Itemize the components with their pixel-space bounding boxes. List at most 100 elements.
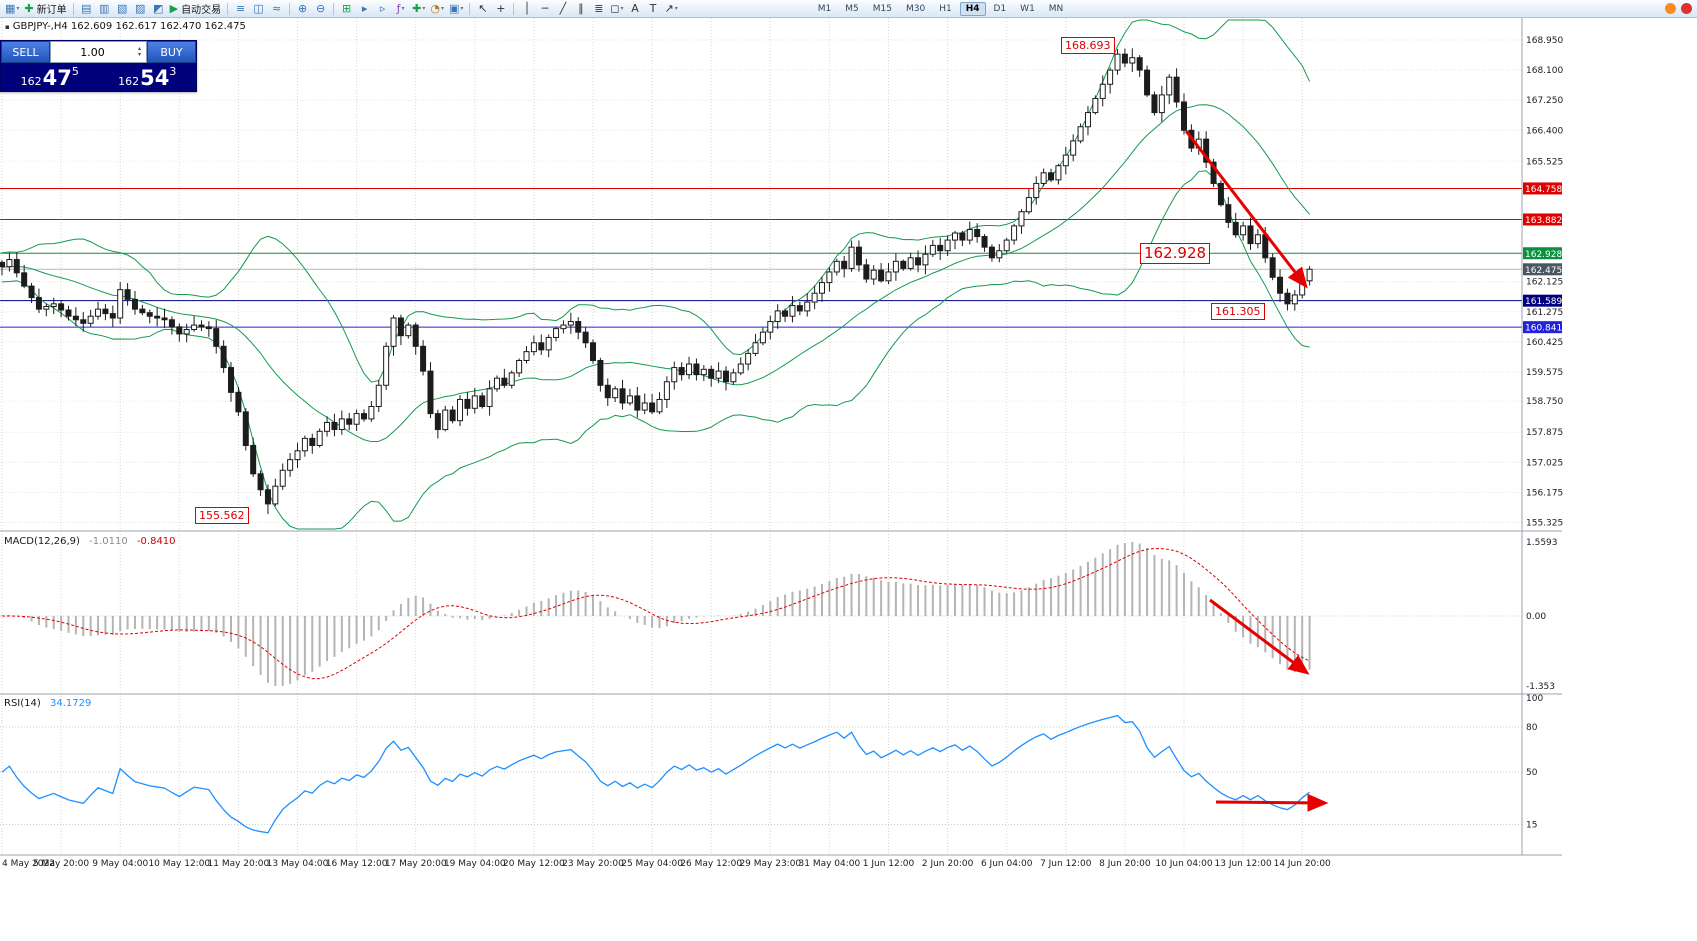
low-price-label[interactable]: 155.562 [195, 507, 249, 524]
periods-button[interactable]: ◔ ▾ [428, 1, 446, 17]
indicators-button[interactable]: ƒ ▾ [392, 1, 409, 17]
horizontal-lines [0, 187, 1522, 328]
svg-text:160.425: 160.425 [1526, 338, 1563, 348]
chevron-down-icon: ▾ [440, 5, 444, 12]
auto-scroll-icon: ▸ [361, 2, 368, 15]
svg-text:161.275: 161.275 [1526, 308, 1563, 318]
add-indicator-button[interactable]: ✚ ▾ [410, 1, 427, 17]
rsi-indicator [0, 714, 1522, 834]
alert-icon[interactable] [1681, 3, 1692, 14]
time-label: 26 May 12:00 [680, 859, 742, 869]
bollinger-lower [1, 170, 1310, 530]
community-icon[interactable] [1665, 3, 1676, 14]
market-watch-button[interactable]: ▤ [78, 1, 95, 17]
price-tag: 163.882 [1523, 213, 1562, 226]
timeframe-w1[interactable]: W1 [1020, 3, 1035, 14]
chevron-down-icon: ▾ [620, 5, 624, 12]
templates-button[interactable]: ▣ ▾ [447, 1, 465, 17]
sell-price-figure: 162 [20, 75, 42, 88]
time-label: 11 May 20:00 [208, 859, 270, 869]
timeframe-m15[interactable]: M15 [872, 3, 892, 14]
toolbar-separator [289, 2, 291, 15]
horizontal-line-button[interactable]: ─ [536, 1, 553, 17]
svg-text:50: 50 [1526, 768, 1538, 778]
terminal-button[interactable]: ▨ [132, 1, 149, 17]
price-axis[interactable]: 168.950 168.100 167.250 166.400 165.525 162.1… [1523, 36, 1563, 529]
autotrading-button[interactable]: ▶ 自动交易 [168, 1, 223, 17]
timeframe-m30[interactable]: M30 [906, 3, 926, 14]
volume-down-icon[interactable]: ▾ [137, 51, 141, 58]
rsi-axis[interactable]: 100 80 50 15 [1526, 694, 1543, 831]
trend-arrow-macd[interactable] [1209, 598, 1310, 675]
tile-windows-button[interactable]: ⊞ [338, 1, 355, 17]
label-button[interactable]: T [645, 1, 662, 17]
strategy-tester-button[interactable]: ◩ [150, 1, 167, 17]
trendline-icon: ╱ [559, 2, 567, 15]
svg-text:167.250: 167.250 [1526, 96, 1563, 106]
price-tag: 164.758 [1523, 182, 1562, 195]
timeframe-h1[interactable]: H1 [939, 3, 952, 14]
price-tag: 162.475 [1523, 263, 1562, 276]
svg-text:156.175: 156.175 [1526, 488, 1563, 498]
toolbar-separator [227, 2, 229, 15]
timeframe-mn[interactable]: MN [1048, 3, 1064, 14]
bar-chart-button[interactable]: ≡ [232, 1, 249, 17]
high-price-label[interactable]: 168.693 [1061, 37, 1115, 54]
time-label: 16 May 12:00 [326, 859, 388, 869]
fibonacci-button[interactable]: ≣ [590, 1, 607, 17]
time-label: 23 May 20:00 [562, 859, 624, 869]
svg-text:157.875: 157.875 [1526, 428, 1563, 438]
trendline-button[interactable]: ╱ [554, 1, 571, 17]
candlestick-chart-button[interactable]: ◫ [250, 1, 267, 17]
trend-arrow-rsi[interactable] [1215, 793, 1329, 812]
volume-up-icon[interactable]: ▴ [137, 45, 141, 52]
data-window-button[interactable]: ▥ [96, 1, 113, 17]
chevron-down-icon: ▾ [674, 5, 678, 12]
crosshair-button[interactable]: + [492, 1, 509, 17]
zoom-out-button[interactable]: ⊖ [312, 1, 329, 17]
svg-text:0.00: 0.00 [1526, 612, 1546, 622]
new-order-button[interactable]: ✚ 新订单 [22, 1, 68, 17]
vertical-line-button[interactable]: │ [518, 1, 535, 17]
toolbar-separator [513, 2, 515, 15]
timeframe-d1[interactable]: D1 [993, 3, 1007, 14]
chart-shift-button[interactable]: ▹ [374, 1, 391, 17]
timeframe-h4[interactable]: H4 [959, 1, 986, 16]
cursor-icon: ↖ [478, 2, 488, 15]
volume-input[interactable] [51, 44, 134, 60]
chevron-down-icon: ▾ [422, 5, 426, 12]
buy-button[interactable]: BUY [147, 41, 196, 63]
text-button[interactable]: A [627, 1, 644, 17]
navigator-button[interactable]: ▧ [114, 1, 131, 17]
macd-axis[interactable]: 1.5593 0.00 -1.353 [1526, 538, 1558, 692]
channel-icon: ∥ [578, 2, 584, 15]
timeframe-m5[interactable]: M5 [845, 3, 859, 14]
trend-arrow-main[interactable] [1184, 130, 1308, 289]
svg-text:80: 80 [1526, 723, 1538, 733]
buy-price[interactable]: 162 54 3 [99, 63, 197, 91]
timeframe-m1[interactable]: M1 [817, 3, 832, 14]
zoom-in-button[interactable]: ⊕ [294, 1, 311, 17]
candlestick-chart-icon: ◫ [253, 2, 264, 15]
svg-text:165.525: 165.525 [1526, 157, 1563, 167]
auto-scroll-button[interactable]: ▸ [356, 1, 373, 17]
shapes-button[interactable]: ◻ ▾ [608, 1, 625, 17]
pivot-price-label[interactable]: 162.928 [1140, 243, 1211, 264]
sell-price[interactable]: 162 47 5 [1, 63, 99, 91]
channel-button[interactable]: ∥ [572, 1, 589, 17]
arrows-button[interactable]: ↗ ▾ [663, 1, 680, 17]
bollinger-middle [1, 104, 1310, 443]
line-chart-button[interactable]: ≈ [268, 1, 285, 17]
rsi-name: RSI(14) [4, 698, 41, 709]
support-price-label[interactable]: 161.305 [1211, 303, 1265, 320]
sell-button[interactable]: SELL [1, 41, 50, 63]
time-label: 13 May 04:00 [267, 859, 329, 869]
time-label: 13 Jun 12:00 [1215, 859, 1272, 869]
new-chart-button[interactable]: ▦ ▾ [3, 1, 21, 17]
cursor-button[interactable]: ↖ [474, 1, 491, 17]
data-window-icon: ▥ [98, 2, 110, 15]
macd-main-value: -1.0110 [89, 536, 128, 547]
